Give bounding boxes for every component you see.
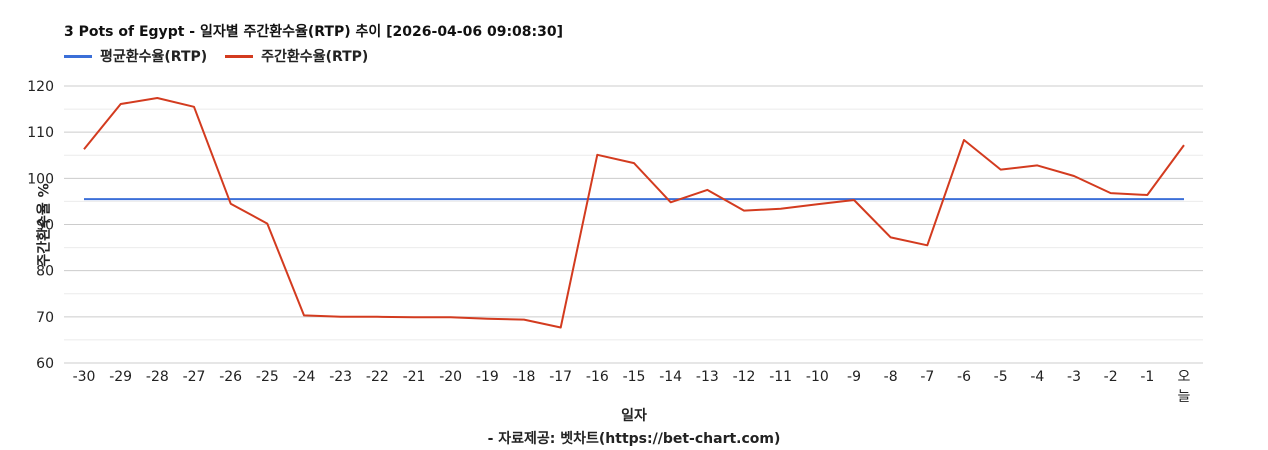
x-tick-label: -6 bbox=[957, 369, 971, 385]
y-tick-label: 100 bbox=[27, 171, 54, 187]
grid-lines bbox=[64, 85, 1203, 364]
x-tick-label: -11 bbox=[769, 369, 792, 385]
legend-item-average[interactable]: 평균환수율(RTP) bbox=[64, 46, 207, 66]
x-tick-label: -12 bbox=[733, 369, 756, 385]
legend-label-weekly: 주간환수율(RTP) bbox=[261, 49, 369, 65]
x-tick-label: -29 bbox=[109, 369, 132, 385]
x-tick-label: -20 bbox=[439, 369, 462, 385]
chart-title: 3 Pots of Egypt - 일자별 주간환수율(RTP) 추이 [202… bbox=[64, 24, 564, 40]
x-tick-label: -1 bbox=[1140, 369, 1154, 385]
x-tick-label: -10 bbox=[806, 369, 829, 385]
x-tick-label: -30 bbox=[73, 369, 96, 385]
source-credit: - 자료제공: 벳차트(https://bet-chart.com) bbox=[487, 431, 781, 447]
x-tick-label: -22 bbox=[366, 369, 389, 385]
x-tick-label: -18 bbox=[513, 369, 536, 385]
y-tick-label: 90 bbox=[36, 218, 54, 234]
x-tick-labels: -30 -29 -28 -27 -26 -25 -24 -23 -22 -21 -20 -19 -18-… bbox=[73, 369, 1191, 405]
y-tick-label: 110 bbox=[27, 125, 54, 141]
x-tick-label: -21 bbox=[403, 369, 426, 385]
x-tick-label: -7 bbox=[920, 369, 934, 385]
x-tick-label: -9 bbox=[847, 369, 861, 385]
x-tick-label: -28 bbox=[146, 369, 169, 385]
series-line-weekly[interactable] bbox=[83, 97, 1185, 329]
x-tick-label: -4 bbox=[1030, 369, 1044, 385]
x-tick-label: -13 bbox=[696, 369, 719, 385]
x-tick-label: -23 bbox=[329, 369, 352, 385]
y-tick-labels: 60 70 80 90 100 110 120 bbox=[27, 79, 54, 372]
chart-legend: 평균환수율(RTP) 주간환수율(RTP) bbox=[64, 46, 386, 66]
x-tick-label: -3 bbox=[1067, 369, 1081, 385]
x-tick-label: -19 bbox=[476, 369, 499, 385]
x-tick-label: -8 bbox=[884, 369, 898, 385]
x-tick-label: -16 bbox=[586, 369, 609, 385]
x-tick-label-char: 늘 bbox=[1178, 389, 1191, 405]
x-axis-label: 일자 bbox=[621, 408, 647, 424]
x-tick-label: -26 bbox=[219, 369, 242, 385]
x-tick-label: -5 bbox=[994, 369, 1008, 385]
x-tick-label-char: 오 bbox=[1178, 369, 1191, 385]
y-tick-label: 60 bbox=[36, 356, 54, 372]
x-tick-label: -17 bbox=[549, 369, 572, 385]
legend-swatch-average bbox=[64, 54, 92, 58]
legend-swatch-weekly bbox=[225, 54, 254, 58]
legend-item-weekly[interactable]: 주간환수율(RTP) bbox=[225, 46, 368, 66]
x-tick-label: -2 bbox=[1104, 369, 1118, 385]
x-tick-label: -15 bbox=[623, 369, 646, 385]
legend-label-average: 평균환수율(RTP) bbox=[100, 49, 208, 65]
y-tick-label: 80 bbox=[36, 264, 54, 280]
y-tick-label: 70 bbox=[36, 310, 54, 326]
y-tick-label: 120 bbox=[27, 79, 54, 95]
x-tick-label: -27 bbox=[183, 369, 206, 385]
x-tick-label: -25 bbox=[256, 369, 279, 385]
x-tick-label: -14 bbox=[659, 369, 682, 385]
series-lines bbox=[83, 97, 1185, 329]
x-tick-label: -24 bbox=[293, 369, 316, 385]
